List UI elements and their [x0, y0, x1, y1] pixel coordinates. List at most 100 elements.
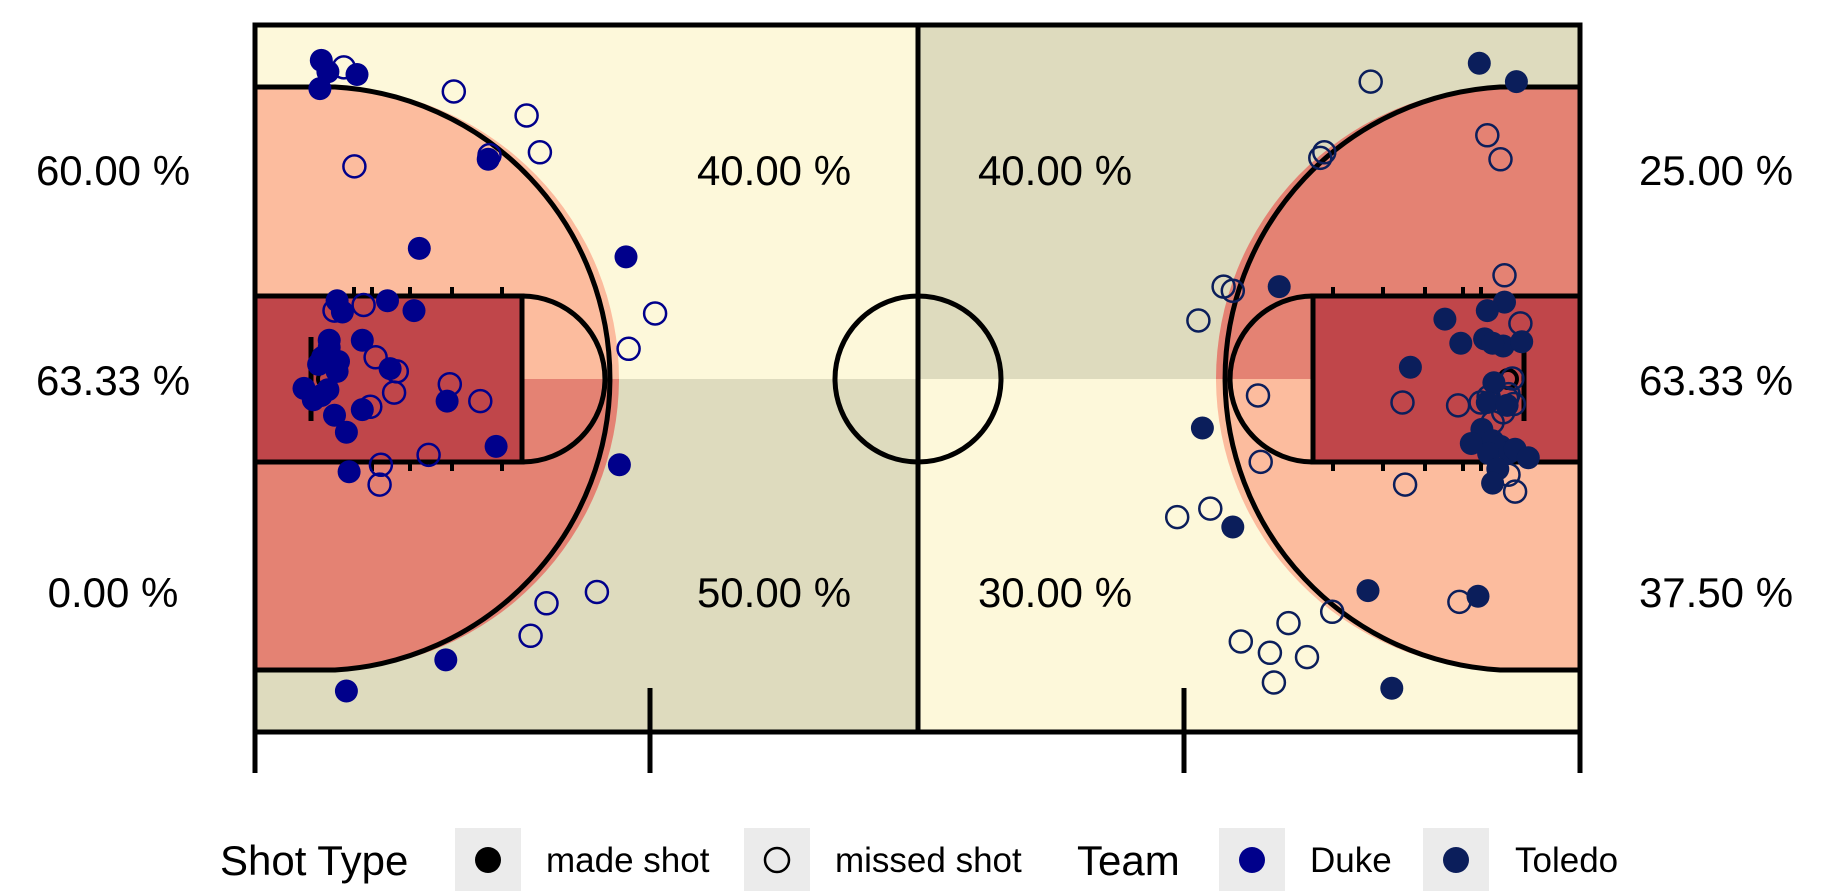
zone-percent-labels: 60.00 % 63.33 % 0.00 % 40.00 % 50.00 % 4…: [36, 147, 1793, 616]
toledo-missed-shot-point: [1276, 610, 1301, 636]
zone-left-circle-bottom: [522, 379, 605, 462]
toledo-missed-shot-point: [1257, 640, 1283, 666]
duke-missed-shot-point: [351, 292, 376, 318]
pct-left-three-bottom: 50.00 %: [697, 569, 851, 616]
toledo-made-shot-point: [1356, 579, 1380, 603]
duke-made-shot-point: [407, 236, 431, 260]
pct-left-corner-top: 60.00 %: [36, 147, 190, 194]
legend-missed-icon: [763, 846, 791, 874]
duke-made-shot-point: [323, 403, 346, 427]
toledo-made-shot-point: [1481, 471, 1505, 495]
toledo-missed-shot-point: [1228, 629, 1254, 654]
toledo-missed-shot-point: [1186, 308, 1211, 333]
duke-missed-shot-point: [381, 380, 407, 405]
toledo-made-shot-point: [1482, 371, 1506, 395]
duke-made-shot-point: [378, 357, 402, 381]
toledo-made-shot-point: [1467, 51, 1491, 75]
toledo-made-shot-point: [1516, 446, 1540, 470]
duke-missed-shot-point: [518, 623, 543, 649]
legend-made-label: made shot: [546, 841, 710, 880]
toledo-made-shot-point: [1495, 393, 1519, 417]
duke-missed-shot-point: [527, 140, 553, 165]
toledo-made-shot-point: [1190, 416, 1214, 440]
duke-made-shot-point: [350, 398, 374, 422]
toledo-missed-shot-point: [1220, 278, 1246, 304]
duke-made-shot-point: [607, 453, 631, 477]
toledo-made-shot-point: [1459, 432, 1483, 455]
toledo-made-shot-point: [1433, 307, 1457, 331]
legend-toledo-icon: [1443, 847, 1469, 873]
duke-made-shot-point: [301, 388, 325, 412]
duke-missed-shot-point: [363, 345, 388, 370]
duke-missed-shot-point: [642, 301, 668, 326]
right-three-point-line: [1222, 84, 1580, 673]
toledo-missed-shot-point: [1308, 145, 1333, 171]
toledo-made-shot-point: [1475, 391, 1499, 414]
toledo-missed-shot-point: [1390, 390, 1415, 415]
pct-left-paint-mid: 63.33 %: [36, 357, 190, 404]
court-lines: [252, 22, 1583, 773]
duke-made-shot-point: [434, 648, 458, 672]
duke-missed-shot-point: [584, 579, 610, 605]
toledo-made-shot-point: [1510, 330, 1534, 354]
toledo-made-shot-point: [1221, 515, 1245, 539]
toledo-missed-shot-point: [1312, 140, 1337, 165]
toledo-missed-shot-point: [1358, 69, 1383, 94]
toledo-missed-shot-point: [1248, 449, 1273, 475]
duke-made-shot-point: [376, 289, 399, 313]
zone-right-circle-bottom: [1230, 379, 1313, 462]
toledo-missed-shot-point: [1198, 496, 1223, 521]
duke-made-shot-point: [334, 420, 358, 444]
legend-made-icon: [475, 847, 501, 873]
toledo-missed-shot-point: [1319, 599, 1345, 625]
duke-made-shot-point: [435, 389, 459, 413]
duke-missed-shot-point: [616, 336, 641, 362]
toledo-made-shot-point: [1481, 331, 1505, 355]
lane-hashes: [352, 287, 1483, 471]
toledo-missed-shot-point: [1245, 383, 1271, 408]
toledo-made-shot-point: [1398, 355, 1422, 379]
toledo-missed-shot-point: [1392, 472, 1418, 497]
pct-left-corner-bottom: 0.00 %: [48, 569, 179, 616]
legend-duke-icon: [1239, 847, 1265, 873]
duke-made-shot-point: [334, 679, 358, 703]
toledo-made-shot-point: [1504, 70, 1528, 94]
duke-missed-shot-point: [416, 442, 441, 468]
zone-left-circle-top: [522, 296, 605, 379]
duke-made-shot-point: [484, 434, 508, 458]
duke-missed-shot-point: [514, 103, 539, 128]
duke-missed-shot-point: [468, 388, 493, 414]
toledo-missed-shot-point: [1492, 263, 1517, 288]
toledo-missed-shot-point: [1445, 393, 1471, 418]
toledo-made-shot-point: [1475, 299, 1499, 323]
pct-right-corner-bottom: 37.50 %: [1639, 569, 1793, 616]
toledo-missed-shot-point: [1294, 644, 1320, 670]
legend-toledo-label: Toledo: [1515, 841, 1618, 880]
duke-missed-shot-point: [441, 79, 467, 104]
duke-made-shot-point: [308, 77, 332, 101]
toledo-made-shot-point: [1466, 584, 1490, 608]
toledo-missed-shot-point: [1502, 479, 1528, 504]
duke-made-shot-point: [614, 245, 638, 269]
toledo-missed-shot-point: [1261, 670, 1287, 695]
right-paint-box: [1310, 293, 1583, 465]
duke-made-shot-point: [325, 359, 349, 383]
duke-made-shot-point: [307, 352, 331, 376]
toledo-made-shot-point: [1493, 290, 1516, 314]
pct-right-three-top: 40.00 %: [978, 147, 1132, 194]
duke-missed-shot-point: [368, 452, 394, 478]
legend-shot-type-title: Shot Type: [220, 837, 408, 884]
right-free-throw-arc: [1227, 293, 1314, 465]
toledo-missed-shot-point: [1488, 147, 1513, 172]
legend: Shot Type made shot missed shot Team Duk…: [220, 828, 1618, 891]
toledo-missed-shot-point: [1164, 504, 1190, 530]
duke-missed-shot-point: [534, 591, 559, 616]
duke-missed-shot-point: [342, 154, 367, 179]
duke-made-shot-point: [330, 300, 354, 324]
toledo-made-shot-point: [1267, 275, 1291, 299]
legend-missed-key: [744, 828, 810, 891]
pct-right-corner-top: 25.00 %: [1639, 147, 1793, 194]
left-three-point-line: [255, 84, 613, 673]
duke-made-shot-point: [476, 147, 500, 171]
